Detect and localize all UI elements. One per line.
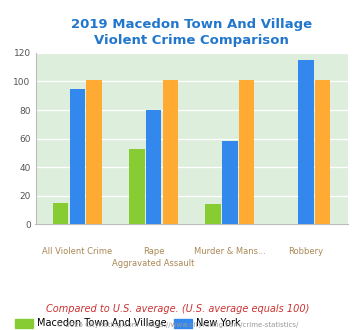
Text: Robbery: Robbery bbox=[288, 247, 323, 256]
Text: Rape: Rape bbox=[143, 247, 164, 256]
Bar bbox=[298, 60, 314, 224]
Bar bbox=[70, 88, 85, 224]
Text: All Violent Crime: All Violent Crime bbox=[42, 247, 113, 256]
Bar bbox=[239, 80, 254, 224]
Bar bbox=[205, 204, 221, 224]
Bar bbox=[129, 148, 144, 224]
Bar bbox=[222, 142, 237, 224]
Title: 2019 Macedon Town And Village
Violent Crime Comparison: 2019 Macedon Town And Village Violent Cr… bbox=[71, 18, 312, 48]
Bar bbox=[53, 203, 69, 224]
Text: © 2025 CityRating.com - https://www.cityrating.com/crime-statistics/: © 2025 CityRating.com - https://www.city… bbox=[56, 321, 299, 328]
Bar bbox=[87, 80, 102, 224]
Text: Murder & Mans...: Murder & Mans... bbox=[194, 247, 266, 256]
Legend: Macedon Town And Village, National, New York: Macedon Town And Village, National, New … bbox=[15, 318, 240, 330]
Bar bbox=[315, 80, 331, 224]
Text: Aggravated Assault: Aggravated Assault bbox=[113, 259, 195, 268]
Bar bbox=[163, 80, 178, 224]
Text: Compared to U.S. average. (U.S. average equals 100): Compared to U.S. average. (U.S. average … bbox=[46, 304, 309, 314]
Bar bbox=[146, 110, 161, 224]
